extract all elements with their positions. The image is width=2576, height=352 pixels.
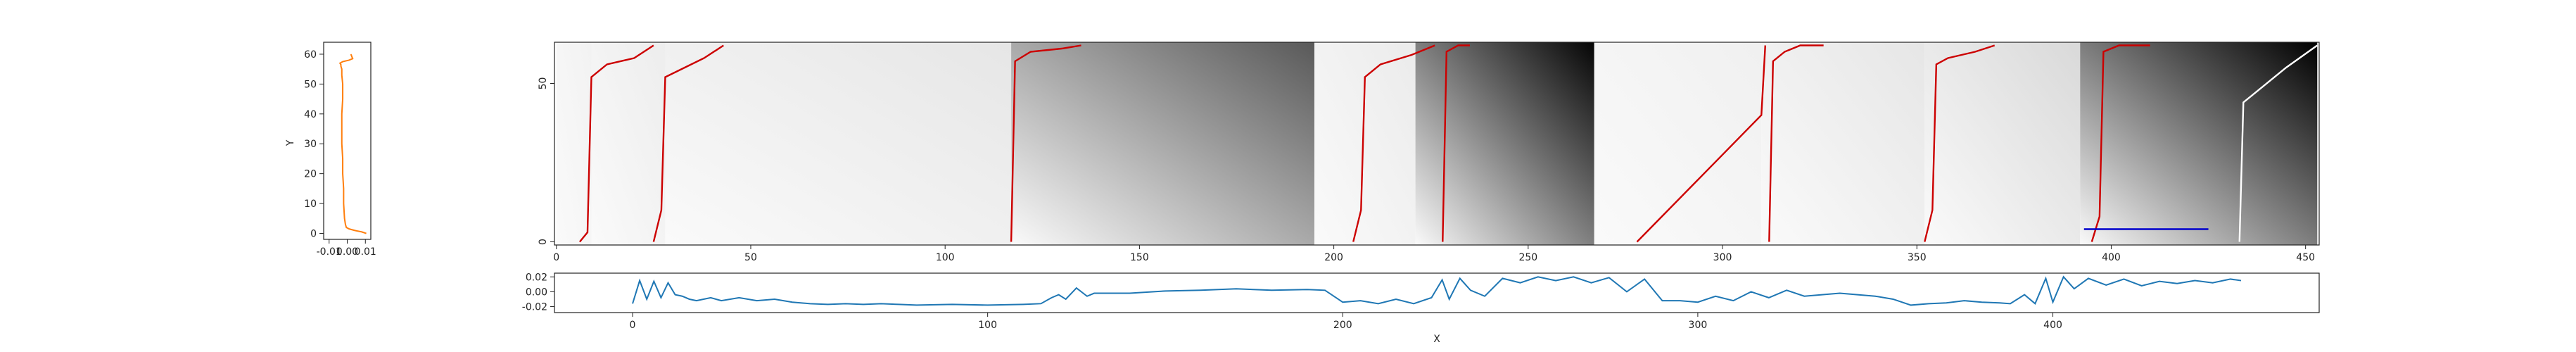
left-plot-frame (323, 42, 372, 240)
heatmap-y-tick-label: 0 (538, 239, 549, 245)
left-series-line (338, 54, 367, 234)
heatmap-plot-frame (554, 42, 2320, 246)
left-y-tick-label: 0 (310, 229, 317, 240)
heatmap-x-tick-label: 250 (1518, 252, 1537, 263)
bottom-series-line (632, 275, 2242, 306)
heatmap-red-path (1010, 44, 1081, 242)
heatmap-segment (1594, 42, 1762, 245)
bottom-x-axis-label: X (1433, 334, 1440, 345)
bottom-y-tick-label: 0.00 (526, 287, 547, 298)
heatmap-chart: 0 50 100 150 200 250 300 350 400 450 0 50 (538, 42, 2320, 263)
left-x-tick-label: 0.01 (355, 246, 376, 258)
heatmap-white-path (2238, 44, 2318, 242)
bottom-x-tick-label: 300 (1689, 320, 1708, 331)
left-y-tick-label: 30 (304, 139, 317, 150)
left-y-tick-label: 20 (304, 169, 317, 180)
heatmap-x-tick-label: 350 (1908, 252, 1927, 263)
heatmap-x-tick-label: 100 (936, 252, 955, 263)
heatmap-cells (556, 42, 2318, 245)
heatmap-y-ticks: 0 50 (538, 77, 554, 245)
heatmap-red-path (2090, 44, 2150, 242)
heatmap-red-path (652, 44, 724, 242)
left-x-tick-label: 0.00 (336, 246, 358, 258)
heatmap-segment (1314, 42, 1416, 245)
left-x-tick-label: -0.01 (317, 246, 342, 258)
heatmap-y-tick-label: 50 (538, 77, 549, 90)
heatmap-x-tick-label: 50 (744, 252, 757, 263)
heatmap-white-path-group (2238, 44, 2318, 242)
bottom-series-group (632, 275, 2242, 306)
heatmap-red-path (578, 44, 654, 243)
heatmap-red-path (1924, 44, 1996, 242)
bottom-x-ticks: 0 100 200 300 400 (630, 313, 2062, 331)
heatmap-red-path (1636, 45, 1766, 243)
left-y-tick-label: 10 (304, 199, 317, 210)
left-line-chart: -0.010.000.01 0 10 20 30 40 50 60 Y (285, 42, 376, 258)
heatmap-x-ticks: 0 50 100 150 200 250 300 350 400 450 (553, 245, 2315, 263)
left-y-tick-label: 50 (304, 79, 317, 90)
left-y-tick-label: 40 (304, 109, 317, 120)
left-x-ticks: -0.010.000.01 (317, 239, 376, 258)
heatmap-segment (1761, 42, 1925, 245)
heatmap-x-tick-label: 150 (1130, 252, 1149, 263)
heatmap-red-paths (578, 44, 2150, 243)
heatmap-x-tick-label: 400 (2102, 252, 2121, 263)
heatmap-segment (591, 42, 666, 245)
bottom-y-ticks: 0.02 0.00 -0.02 (522, 272, 554, 313)
bottom-x-tick-label: 400 (2043, 320, 2062, 331)
heatmap-x-tick-label: 450 (2296, 252, 2315, 263)
left-y-axis-label: Y (285, 139, 296, 146)
left-series-group (338, 54, 367, 234)
heatmap-segment (2080, 42, 2318, 245)
bottom-y-tick-label: -0.02 (522, 302, 547, 313)
bottom-line-chart: 0 100 200 300 400 0.02 0.00 -0.02 X (522, 272, 2320, 345)
heatmap-x-tick-label: 300 (1713, 252, 1732, 263)
heatmap-segment (665, 42, 1012, 245)
heatmap-segment (556, 42, 592, 245)
left-y-ticks: 0 10 20 30 40 50 60 (304, 49, 324, 240)
heatmap-segment (1924, 42, 2081, 245)
heatmap-segment (1011, 42, 1314, 245)
bottom-x-tick-label: 100 (978, 320, 997, 331)
heatmap-red-path (1352, 44, 1435, 242)
bottom-x-tick-label: 200 (1333, 320, 1352, 331)
bottom-x-tick-label: 0 (630, 320, 636, 331)
heatmap-x-tick-label: 200 (1324, 252, 1343, 263)
bottom-plot-frame (554, 272, 2320, 313)
heatmap-red-path (1442, 44, 1470, 242)
bottom-y-tick-label: 0.02 (526, 272, 547, 283)
heatmap-segment (1415, 42, 1594, 245)
heatmap-x-tick-label: 0 (553, 252, 559, 263)
left-y-tick-label: 60 (304, 49, 317, 61)
heatmap-red-path (1768, 44, 1824, 242)
